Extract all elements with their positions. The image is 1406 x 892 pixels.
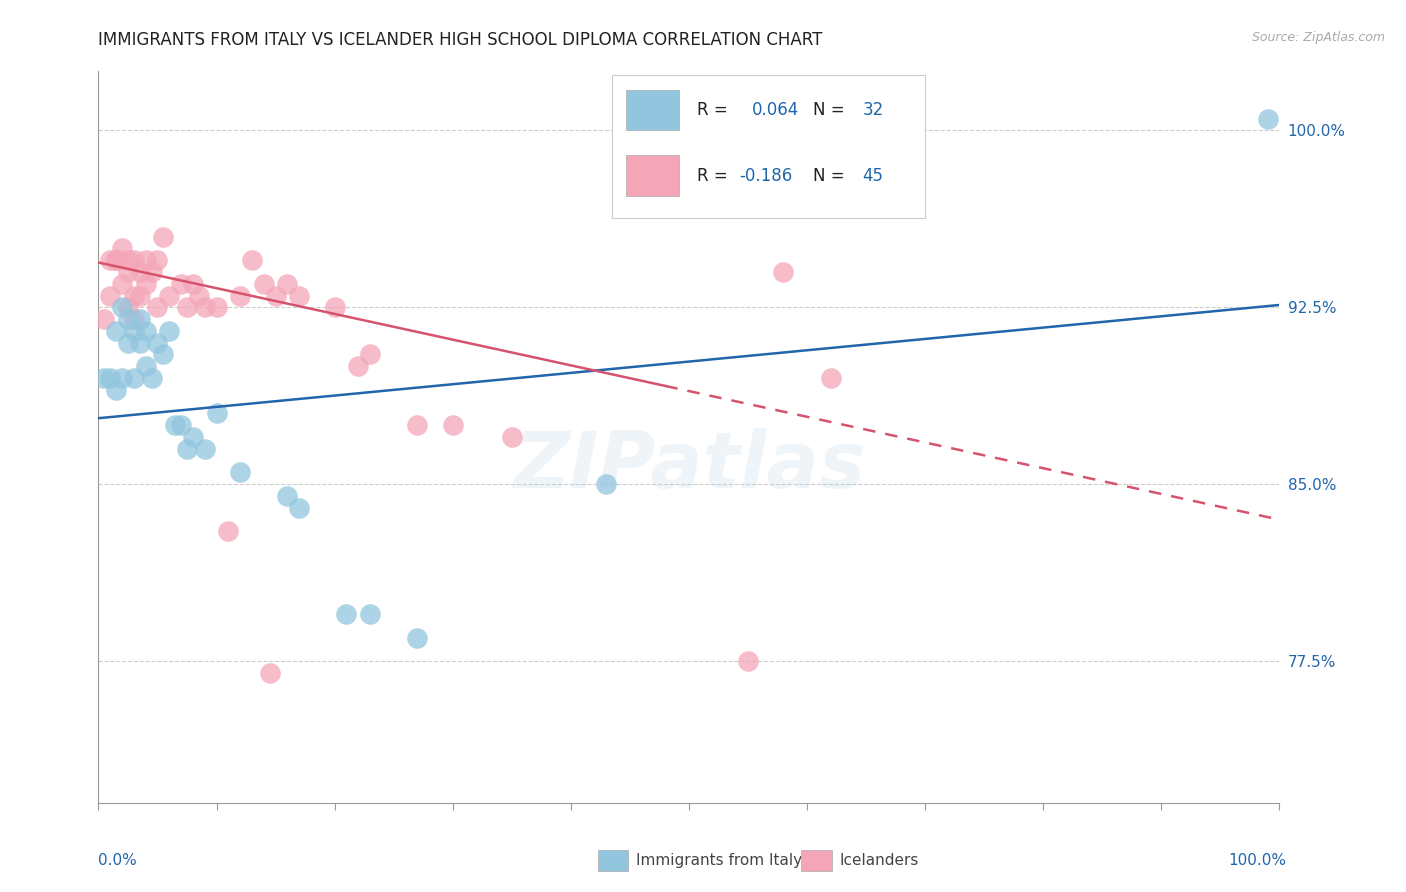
Point	[229, 466, 252, 480]
Point	[135, 253, 157, 268]
Point	[135, 324, 157, 338]
Point	[276, 277, 298, 291]
Bar	[626, 89, 679, 130]
Point	[264, 288, 287, 302]
Point	[820, 371, 842, 385]
Point	[194, 301, 217, 315]
Point	[105, 383, 128, 397]
Point	[170, 418, 193, 433]
Point	[122, 312, 145, 326]
Text: Immigrants from Italy: Immigrants from Italy	[636, 854, 801, 868]
Point	[146, 253, 169, 268]
Text: N =: N =	[813, 101, 849, 120]
Point	[93, 312, 115, 326]
Point	[141, 265, 163, 279]
Point	[105, 253, 128, 268]
Text: Source: ZipAtlas.com: Source: ZipAtlas.com	[1251, 31, 1385, 45]
Point	[276, 489, 298, 503]
Point	[157, 288, 180, 302]
Point	[105, 253, 128, 268]
Text: N =: N =	[813, 167, 849, 185]
Text: 45: 45	[862, 167, 883, 185]
Text: 32: 32	[862, 101, 884, 120]
Point	[240, 253, 263, 268]
Point	[181, 430, 204, 444]
Text: R =: R =	[697, 167, 733, 185]
Point	[737, 654, 759, 668]
FancyBboxPatch shape	[612, 75, 925, 218]
Text: Icelanders: Icelanders	[839, 854, 918, 868]
Point	[111, 301, 134, 315]
Bar	[626, 155, 679, 195]
Point	[406, 418, 429, 433]
Point	[98, 371, 121, 385]
Point	[441, 418, 464, 433]
Point	[146, 335, 169, 350]
Text: IMMIGRANTS FROM ITALY VS ICELANDER HIGH SCHOOL DIPLOMA CORRELATION CHART: IMMIGRANTS FROM ITALY VS ICELANDER HIGH …	[98, 31, 823, 49]
Point	[135, 359, 157, 374]
Point	[205, 407, 228, 421]
Point	[170, 277, 193, 291]
Point	[98, 288, 121, 302]
Text: R =: R =	[697, 101, 733, 120]
Point	[181, 277, 204, 291]
Point	[157, 324, 180, 338]
Point	[128, 288, 150, 302]
Point	[111, 241, 134, 255]
Point	[111, 277, 134, 291]
Point	[359, 607, 381, 621]
Point	[141, 371, 163, 385]
Point	[98, 253, 121, 268]
Text: 0.0%: 0.0%	[98, 854, 138, 868]
Point	[1257, 112, 1279, 126]
Point	[259, 666, 281, 681]
Point	[194, 442, 217, 456]
Point	[359, 347, 381, 361]
Point	[117, 335, 139, 350]
Point	[288, 500, 311, 515]
Point	[117, 301, 139, 315]
Point	[117, 265, 139, 279]
Point	[217, 524, 239, 539]
Point	[176, 301, 198, 315]
Text: 0.064: 0.064	[752, 101, 799, 120]
Point	[128, 265, 150, 279]
Point	[128, 335, 150, 350]
Point	[122, 371, 145, 385]
Point	[288, 288, 311, 302]
Point	[152, 229, 174, 244]
Point	[176, 442, 198, 456]
Point	[135, 277, 157, 291]
Point	[595, 477, 617, 491]
Text: -0.186: -0.186	[740, 167, 793, 185]
Point	[111, 371, 134, 385]
Point	[117, 253, 139, 268]
Point	[501, 430, 523, 444]
Point	[229, 288, 252, 302]
Point	[146, 301, 169, 315]
Point	[187, 288, 209, 302]
Point	[93, 371, 115, 385]
Point	[772, 265, 794, 279]
Point	[347, 359, 370, 374]
Point	[205, 301, 228, 315]
Point	[406, 631, 429, 645]
Point	[128, 312, 150, 326]
Text: 100.0%: 100.0%	[1229, 854, 1286, 868]
Point	[117, 312, 139, 326]
Point	[335, 607, 357, 621]
Point	[165, 418, 187, 433]
Point	[253, 277, 276, 291]
Point	[122, 253, 145, 268]
Text: ZIPatlas: ZIPatlas	[513, 428, 865, 504]
Point	[152, 347, 174, 361]
Point	[122, 288, 145, 302]
Point	[122, 324, 145, 338]
Point	[105, 324, 128, 338]
Point	[323, 301, 346, 315]
